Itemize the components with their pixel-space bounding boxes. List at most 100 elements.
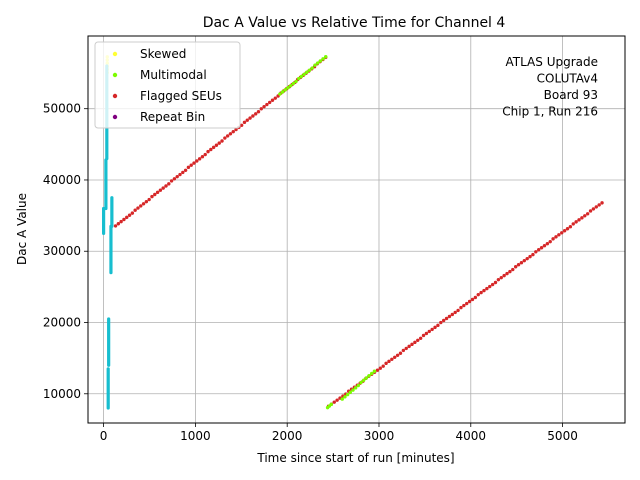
data-point <box>513 265 518 269</box>
y-tick-label: 10000 <box>43 387 81 401</box>
series-multimodal <box>278 55 377 410</box>
data-point <box>262 104 266 109</box>
data-point <box>291 81 296 86</box>
data-point <box>265 102 269 107</box>
data-point <box>585 212 590 216</box>
data-point <box>113 224 118 228</box>
data-point <box>273 96 277 100</box>
data-point <box>508 269 512 274</box>
data-point <box>127 213 132 217</box>
data-point <box>421 333 426 338</box>
data-point <box>597 203 601 207</box>
data-point <box>528 254 532 259</box>
data-point <box>169 179 174 183</box>
data-point <box>522 258 527 263</box>
x-tick-label: 0 <box>100 429 108 443</box>
legend-label: Multimodal <box>140 68 207 82</box>
data-point <box>307 68 312 72</box>
x-tick-label: 3000 <box>364 429 395 443</box>
data-point <box>288 83 293 88</box>
data-point <box>583 214 587 218</box>
data-point <box>297 76 301 81</box>
data-point <box>158 188 163 192</box>
data-point <box>318 59 323 63</box>
data-point <box>453 310 457 315</box>
data-point <box>136 206 140 210</box>
data-point <box>594 205 598 209</box>
legend-marker <box>112 72 118 78</box>
data-point <box>189 163 193 167</box>
data-point <box>167 182 171 186</box>
data-point <box>228 132 233 136</box>
data-point <box>248 116 252 120</box>
annotation-line: ATLAS Upgrade <box>505 55 598 69</box>
data-point <box>568 225 573 229</box>
data-point <box>278 92 282 96</box>
data-point <box>574 220 578 224</box>
data-point <box>280 90 285 94</box>
y-tick-label: 40000 <box>43 173 81 187</box>
plot-frame <box>87 35 626 424</box>
data-point <box>223 136 227 140</box>
data-point <box>531 252 535 257</box>
data-point <box>178 172 182 177</box>
data-point <box>234 127 238 132</box>
data-point <box>183 168 188 172</box>
data-point <box>519 261 524 265</box>
data-point <box>473 295 478 300</box>
data-point <box>499 275 503 280</box>
data-point <box>256 110 261 114</box>
data-point <box>525 256 529 261</box>
data-point <box>144 199 149 204</box>
data-point <box>444 316 449 321</box>
data-point <box>305 70 309 74</box>
data-point <box>231 129 235 134</box>
data-point <box>150 194 154 199</box>
data-point <box>430 327 434 332</box>
data-point <box>253 112 258 116</box>
data-point <box>387 359 391 364</box>
data-point <box>537 248 541 252</box>
data-point <box>122 217 126 222</box>
data-point <box>493 280 498 285</box>
data-point <box>209 147 213 152</box>
data-point <box>384 361 388 366</box>
data-point <box>186 165 191 170</box>
data-point <box>335 398 339 402</box>
data-point <box>321 57 325 61</box>
data-point <box>462 303 466 308</box>
x-tick-label: 4000 <box>456 429 487 443</box>
data-point <box>600 201 604 205</box>
data-point <box>539 246 544 250</box>
data-point <box>345 392 350 397</box>
data-point <box>381 364 385 368</box>
data-point <box>456 308 460 313</box>
data-point <box>433 325 437 330</box>
data-point <box>390 357 394 362</box>
data-point <box>299 74 304 79</box>
data-point <box>436 323 440 328</box>
x-tick-label: 1000 <box>180 429 211 443</box>
data-point <box>560 231 564 235</box>
tick-layer: 0 1000 2000 3000 4000 5000 10000 20000 30000 4000… <box>43 102 578 443</box>
data-point <box>125 215 129 220</box>
data-point <box>367 374 371 378</box>
y-axis-label: Dac A Value <box>15 193 29 265</box>
data-point <box>439 320 443 325</box>
data-point <box>407 344 411 349</box>
data-point <box>505 271 509 276</box>
data-point <box>164 184 168 188</box>
data-point <box>200 154 205 159</box>
legend-box <box>94 41 241 129</box>
data-point <box>393 355 397 359</box>
data-point <box>302 72 306 77</box>
data-point <box>220 139 224 143</box>
data-point <box>130 211 135 215</box>
y-tick-label: 30000 <box>43 244 81 258</box>
data-point <box>485 286 489 291</box>
data-point <box>359 380 363 385</box>
grid-layer <box>88 36 625 423</box>
data-point <box>447 314 452 319</box>
legend-label: Skewed <box>140 47 186 61</box>
